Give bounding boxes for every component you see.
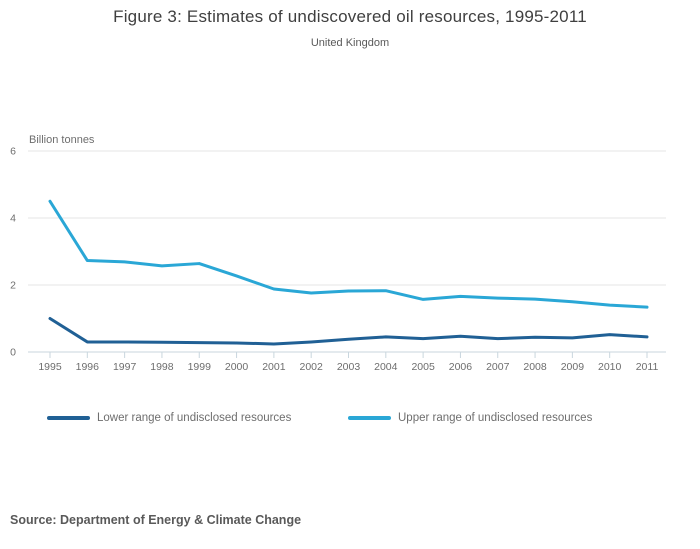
y-tick-label-0: 0	[10, 347, 16, 359]
y-tick-label-6: 6	[10, 146, 16, 158]
x-tick-label-2007: 2007	[486, 361, 510, 373]
legend-swatch-upper-line	[348, 416, 391, 420]
x-tick-label-2005: 2005	[411, 361, 435, 373]
legend-label-upper: Upper range of undisclosed resources	[398, 412, 593, 424]
source-text: Source: Department of Energy & Climate C…	[10, 513, 302, 527]
chart-subtitle: United Kingdom	[310, 37, 390, 49]
y-tick-label-2: 2	[10, 280, 16, 292]
y-axis-title: Billion tonnes	[29, 134, 95, 146]
x-tick-label-2003: 2003	[337, 361, 361, 373]
x-tick-label-2000: 2000	[225, 361, 249, 373]
chart-title: Figure 3: Estimates of undiscovered oil …	[113, 7, 587, 26]
x-tick-label-1999: 1999	[188, 361, 212, 373]
legend-label-lower: Lower range of undisclosed resources	[97, 412, 292, 424]
y-tick-label-4: 4	[10, 213, 16, 225]
x-tick-label-2008: 2008	[523, 361, 547, 373]
x-tick-label-2006: 2006	[449, 361, 473, 373]
x-tick-label-2004: 2004	[374, 361, 398, 373]
plot-area: 6 4 2 0 1995 1996 1997 1998 1999 2000 2001 2002 2003…	[10, 146, 666, 373]
legend-item-upper-range[interactable]: Upper range of undisclosed resources	[348, 409, 592, 427]
x-tick-label-2010: 2010	[598, 361, 622, 373]
x-tick-label-1997: 1997	[113, 361, 137, 373]
legend: Lower range of undisclosed resources Upp…	[0, 409, 700, 427]
x-tick-label-1998: 1998	[150, 361, 174, 373]
x-tick-label-2009: 2009	[561, 361, 585, 373]
x-tick-label-1995: 1995	[38, 361, 62, 373]
series-line-upper-range	[48, 199, 649, 309]
x-tick-label-2002: 2002	[300, 361, 324, 373]
series-line-lower-range	[48, 317, 649, 346]
legend-swatch-lower-line	[47, 416, 90, 420]
x-tick-label-2011: 2011	[636, 361, 659, 373]
x-tick-label-1996: 1996	[76, 361, 100, 373]
legend-item-lower-range[interactable]: Lower range of undisclosed resources	[47, 409, 291, 427]
x-tick-label-2001: 2001	[262, 361, 286, 373]
